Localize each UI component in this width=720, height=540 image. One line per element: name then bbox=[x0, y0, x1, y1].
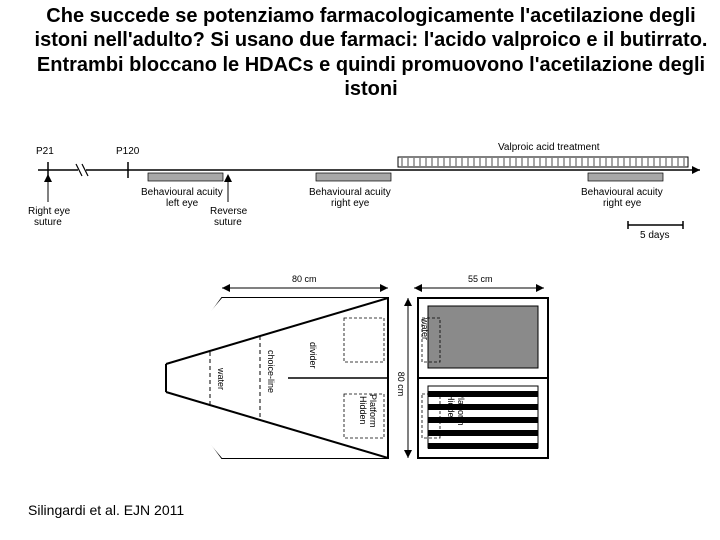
svg-text:Reverse: Reverse bbox=[210, 206, 248, 217]
water-label-2: water bbox=[420, 317, 430, 340]
hidden-platform-label-2: Hidden bbox=[446, 394, 456, 423]
choice-line-label: choice-line bbox=[266, 350, 276, 393]
svg-text:right eye: right eye bbox=[331, 198, 370, 209]
svg-text:left eye: left eye bbox=[166, 198, 199, 209]
hidden-platform-label-2b: Platform bbox=[456, 392, 466, 426]
svg-text:Behavioural acuity: Behavioural acuity bbox=[309, 187, 391, 198]
p21-label: P21 bbox=[36, 146, 54, 157]
hidden-platform-label-1: Hidden bbox=[358, 396, 368, 425]
grey-stimulus bbox=[428, 306, 538, 368]
dim-80cm: 80 cm bbox=[292, 274, 317, 284]
svg-text:Right eye: Right eye bbox=[28, 206, 71, 217]
apparatus-diagram: 80 cm 55 cm 80 cm divider choice-line wa… bbox=[160, 270, 560, 480]
svg-text:suture: suture bbox=[214, 217, 242, 228]
dim-80cm-v: 80 cm bbox=[396, 372, 406, 397]
arrow-right-eye-suture: Right eye suture bbox=[28, 174, 71, 228]
divider-label: divider bbox=[308, 342, 318, 369]
water-label-1: water bbox=[216, 367, 226, 390]
svg-text:Behavioural acuity: Behavioural acuity bbox=[141, 187, 223, 198]
treatment-label: Valproic acid treatment bbox=[498, 142, 600, 153]
treatment-hatch bbox=[402, 158, 684, 166]
scale-label: 5 days bbox=[640, 230, 669, 241]
ba-left-bar bbox=[148, 173, 223, 181]
ba-right2-bar bbox=[588, 173, 663, 181]
svg-text:Behavioural acuity: Behavioural acuity bbox=[581, 187, 663, 198]
slide-title: Che succede se potenziamo farmacologicam… bbox=[28, 4, 714, 102]
timeline-diagram: P21 P120 Valproic acid treatment Right e… bbox=[28, 140, 710, 250]
arrow-reverse-suture: Reverse suture bbox=[210, 174, 248, 228]
citation: Silingardi et al. EJN 2011 bbox=[28, 502, 184, 518]
p120-label: P120 bbox=[116, 146, 140, 157]
ba-right1-bar bbox=[316, 173, 391, 181]
svg-text:suture: suture bbox=[34, 217, 62, 228]
svg-text:right eye: right eye bbox=[603, 198, 642, 209]
hidden-platform-label-1b: Platform bbox=[368, 394, 378, 428]
dim-55cm: 55 cm bbox=[468, 274, 493, 284]
